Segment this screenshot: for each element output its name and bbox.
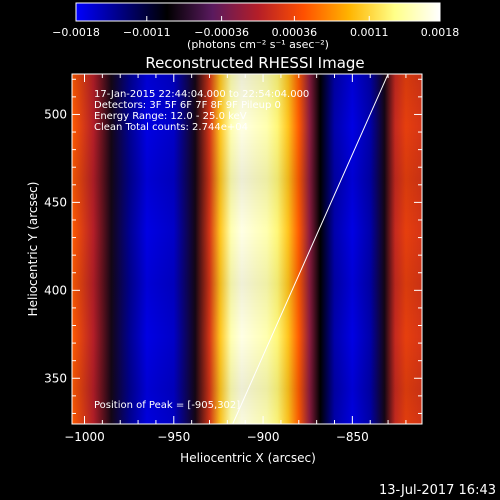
annotation-detectors: Detectors: 3F 5F 6F 7F 8F 9F Pileup 0	[94, 100, 281, 111]
colorbar-tick-label: −0.0011	[123, 26, 171, 39]
annotations: 17-Jan-2015 22:44:04.000 to 22:54:04.000…	[94, 89, 309, 411]
chart-title: Reconstructed RHESSI Image	[145, 54, 364, 72]
colorbar-tick-label: 0.00036	[272, 26, 318, 39]
colorbar-unit-label: (photons cm⁻² s⁻¹ asec⁻²)	[187, 38, 329, 51]
x-tick-label: −900	[247, 430, 280, 444]
colorbar-ticks: −0.0018 −0.0011 −0.00036 0.00036 0.0011 0.001…	[52, 16, 459, 39]
y-tick-label: 350	[44, 371, 67, 385]
colorbar-tick-label: −0.00036	[194, 26, 249, 39]
annotation-peak-position: Position of Peak = [-905,302]	[94, 400, 240, 411]
colorbar-gradient	[75, 2, 441, 22]
y-tick-label: 450	[44, 195, 67, 209]
colorbar: −0.0018 −0.0011 −0.00036 0.00036 0.0011 0.001…	[52, 2, 459, 51]
annotation-time-range: 17-Jan-2015 22:44:04.000 to 22:54:04.000	[94, 89, 309, 100]
x-tick-label: −1000	[64, 430, 105, 444]
x-axis-label: Heliocentric X (arcsec)	[180, 451, 316, 465]
limb-line	[232, 74, 389, 424]
plot-frame	[71, 73, 423, 425]
x-tick-label: −950	[157, 430, 190, 444]
image-panel	[72, 74, 422, 424]
y-tick-label: 400	[44, 283, 67, 297]
x-axis: −1000 −950 −900 −850	[64, 74, 407, 444]
colorbar-tick-label: 0.0011	[350, 26, 389, 39]
annotation-clean-counts: Clean Total counts: 2.744e+04	[94, 122, 248, 133]
y-axis-label: Heliocentric Y (arcsec)	[26, 182, 40, 317]
timestamp: 13-Jul-2017 16:43	[379, 483, 496, 498]
colorbar-tick-label: −0.0018	[52, 26, 100, 39]
y-tick-label: 500	[44, 107, 67, 121]
x-tick-label: −850	[336, 430, 369, 444]
y-axis: 350 400 450 500	[44, 78, 422, 414]
heatmap-texture	[72, 74, 422, 424]
colorbar-tick-label: 0.0018	[421, 26, 460, 39]
annotation-energy-range: Energy Range: 12.0 - 25.0 keV	[94, 111, 247, 122]
